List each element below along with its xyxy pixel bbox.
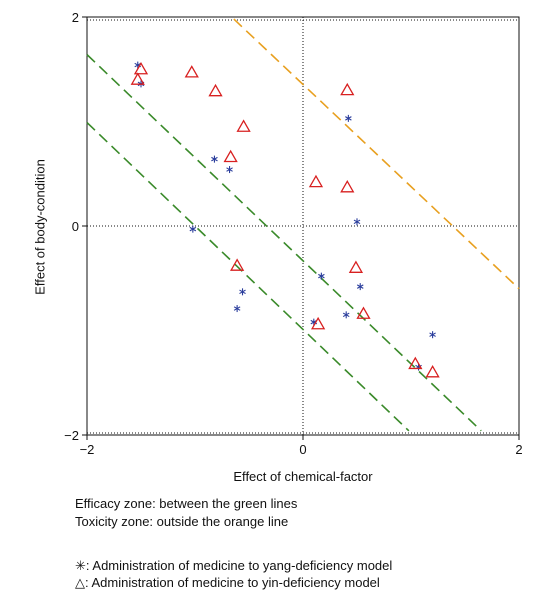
yang-asterisk-point (189, 225, 197, 233)
yang-asterisk-point (226, 166, 233, 174)
x-axis-label: Effect of chemical-factor (233, 469, 373, 484)
yang-asterisk-point (318, 272, 325, 280)
x-tick-label: 0 (299, 442, 306, 457)
yang-asterisk-point (342, 311, 350, 319)
yang-asterisk-point (429, 331, 436, 339)
yin-triangle-point (308, 174, 324, 188)
yin-triangle-point (356, 306, 371, 319)
legend-yin-entry: △: Administration of medicine to yin-def… (75, 575, 380, 590)
yin-triangle-point (130, 72, 145, 85)
yin-triangle-point (208, 83, 223, 97)
y-axis-label: Effect of body-condition (32, 159, 48, 295)
scatter-plot: −2 0 2 2 0 −2 (64, 10, 522, 457)
yin-triangle-point (310, 316, 326, 330)
yin-triangle-point (340, 82, 355, 96)
data-points (130, 61, 440, 378)
toxicity-zone-note: Toxicity zone: outside the orange line (75, 514, 289, 529)
plot-frame (86, 16, 520, 436)
yang-asterisk-point (356, 283, 364, 291)
yang-asterisk-point (211, 155, 218, 163)
ticks: −2 0 2 2 0 −2 (64, 10, 522, 457)
yin-triangle-point (133, 61, 149, 75)
yang-asterisk-point (239, 288, 246, 296)
yang-asterisk-point (345, 114, 352, 122)
yin-triangle-point (340, 180, 355, 193)
yin-triangle-point (184, 65, 199, 78)
green-upper-dashed-line (86, 54, 482, 432)
y-tick-label: −2 (64, 428, 79, 443)
x-tick-label: 2 (515, 442, 522, 457)
y-tick-label: 2 (72, 10, 79, 25)
yin-triangle-point (425, 364, 440, 378)
yang-asterisk-point (353, 218, 361, 226)
green-lower-dashed-line (86, 121, 410, 432)
y-tick-label: 0 (72, 219, 79, 234)
legend-yang-entry: ✳: Administration of medicine to yang-de… (75, 558, 393, 573)
yin-triangle-point (408, 356, 423, 370)
efficacy-zone-note: Efficacy zone: between the green lines (75, 496, 298, 511)
yin-triangle-point (236, 119, 251, 132)
yin-triangle-point (348, 260, 364, 273)
x-tick-label: −2 (80, 442, 95, 457)
yin-triangle-point (229, 258, 245, 271)
yin-triangle-point (223, 149, 238, 163)
yang-asterisk-point (233, 305, 241, 313)
orange-dashed-line (233, 18, 520, 290)
zone-lines (86, 18, 520, 432)
